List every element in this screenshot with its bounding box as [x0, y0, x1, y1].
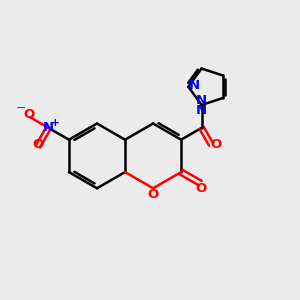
Text: O: O: [148, 188, 159, 201]
Text: O: O: [23, 109, 34, 122]
Text: N: N: [196, 104, 207, 117]
Text: O: O: [195, 182, 206, 195]
Text: O: O: [32, 138, 44, 151]
Text: N: N: [195, 94, 206, 107]
Text: N: N: [43, 122, 54, 134]
Text: O: O: [211, 138, 222, 151]
Text: +: +: [51, 118, 59, 128]
Text: −: −: [16, 102, 26, 115]
Text: N: N: [189, 79, 200, 92]
